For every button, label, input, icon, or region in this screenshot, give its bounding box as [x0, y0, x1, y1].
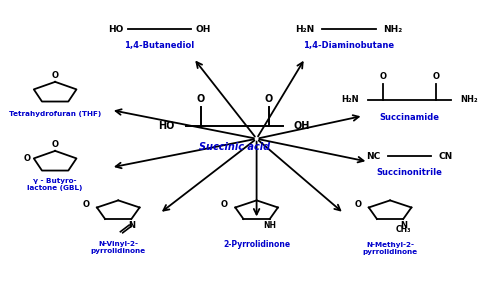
Text: NH₂: NH₂	[383, 25, 402, 34]
Text: NH₂: NH₂	[460, 95, 478, 104]
Text: O: O	[354, 200, 362, 209]
Text: Succinamide: Succinamide	[380, 113, 440, 122]
Text: O: O	[380, 72, 386, 81]
Text: O: O	[82, 200, 89, 209]
Text: 1,4-Diaminobutane: 1,4-Diaminobutane	[304, 41, 394, 50]
Text: 1,4-Butanediol: 1,4-Butanediol	[124, 41, 194, 50]
Text: H₂N: H₂N	[341, 95, 358, 104]
Text: O: O	[52, 140, 59, 149]
Text: NH: NH	[264, 221, 276, 230]
Text: Tetrahydrofuran (THF): Tetrahydrofuran (THF)	[9, 111, 102, 117]
Text: N-Vinyl-2-
pyrrolidinone: N-Vinyl-2- pyrrolidinone	[90, 241, 146, 254]
Text: CH₃: CH₃	[396, 225, 411, 234]
Text: H₂N: H₂N	[296, 25, 315, 34]
Text: O: O	[221, 200, 228, 209]
Text: OH: OH	[196, 25, 211, 34]
Text: OH: OH	[293, 121, 310, 131]
Text: γ - Butyro-
lactone (GBL): γ - Butyro- lactone (GBL)	[28, 178, 83, 191]
Text: N: N	[128, 221, 135, 230]
Text: NC: NC	[366, 151, 380, 160]
Text: N: N	[400, 221, 407, 230]
Text: O: O	[196, 94, 205, 104]
Text: Succinic acid: Succinic acid	[199, 142, 270, 152]
Text: O: O	[432, 72, 440, 81]
Text: 2-Pyrrolidinone: 2-Pyrrolidinone	[223, 240, 290, 249]
Text: O: O	[264, 94, 273, 104]
Text: O: O	[24, 154, 30, 163]
Text: CN: CN	[439, 151, 453, 160]
Text: HO: HO	[158, 121, 174, 131]
Text: Succinonitrile: Succinonitrile	[376, 168, 442, 177]
Text: O: O	[52, 71, 59, 80]
Text: N-Methyl-2-
pyrrolidinone: N-Methyl-2- pyrrolidinone	[362, 242, 418, 255]
Text: HO: HO	[108, 25, 124, 34]
